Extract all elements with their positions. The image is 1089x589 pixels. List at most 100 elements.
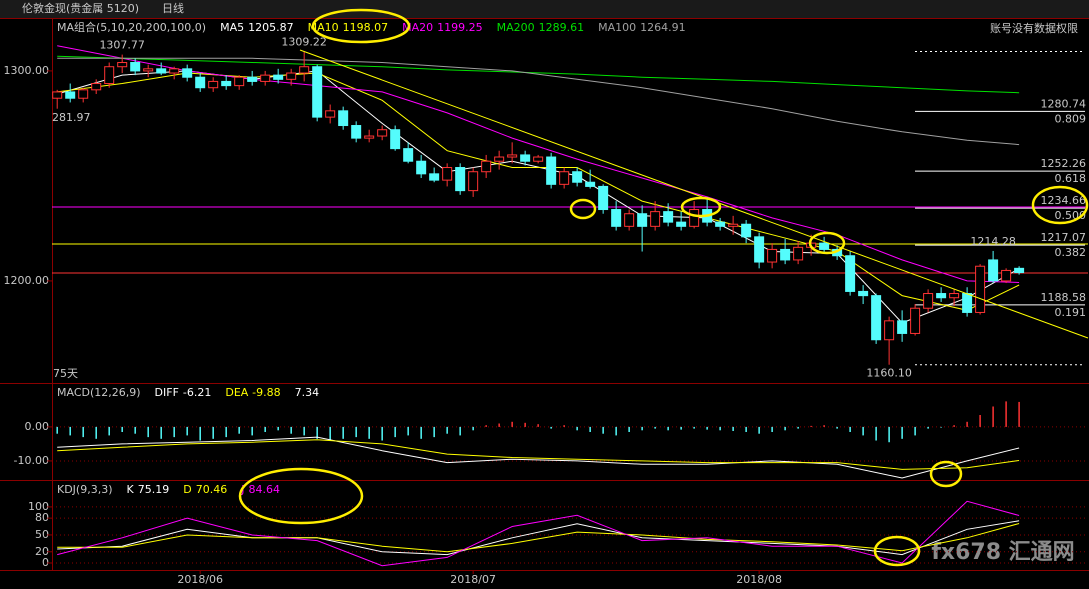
edge-label: 281.97 [52,111,91,124]
candle-body [117,62,128,68]
candle-body [299,66,310,74]
price-annotation: 1214.28 [970,235,1016,248]
candle-body [65,91,76,99]
panel-header: KDJ(9,3,3) K 75.19 D 70.46 J 84.64 [57,483,280,496]
candle-body [91,83,102,91]
highlight-ellipse [680,196,722,218]
candle-body [520,154,531,162]
candle-body [195,76,206,89]
indicator-name: MA组合(5,10,20,200,100,0) [57,20,206,34]
fib-ratio: 0.382 [1055,246,1087,259]
candle-body [429,173,440,181]
candle-body [1014,267,1025,274]
legend-name: K [127,483,135,496]
candle-body [975,265,986,313]
top-bar [0,0,1089,18]
price-annotation: 1160.10 [866,367,912,380]
indicator-line [57,55,1020,94]
period: 日线 [162,1,184,15]
y-tick-label: -10.00 [14,454,49,467]
indicator-line [57,439,1020,470]
candle-body [273,74,284,80]
candle-body [949,293,960,299]
fib-price: 1234.66 [1041,194,1087,207]
candle-body [468,171,479,192]
candle-body [325,110,336,118]
candle-body [767,248,778,263]
candle-body [637,213,648,227]
legend-name: MA5 [220,21,244,34]
indicator-line [57,72,1020,311]
candle-body [247,76,258,82]
candle-body [208,80,219,89]
candle-body [481,160,492,173]
fib-ratio: 0.809 [1055,112,1087,125]
x-tick-label: 2018/06 [177,573,223,586]
legend-value: -9.88 [252,386,280,399]
highlight-ellipse [929,460,963,488]
candle-body [533,156,544,162]
candle-body [585,181,596,187]
panel-header: MA组合(5,10,20,200,100,0) MA5 1205.87 MA10 119… [57,20,686,34]
candle-body [728,223,739,227]
candle-body [494,156,505,162]
candle-body [923,293,934,309]
candle-body [442,167,453,181]
candle-body [819,242,830,250]
legend-name: MA200 [497,21,535,34]
candle-body [1001,269,1012,282]
candle-body [793,246,804,261]
highlight-ellipse [311,8,411,44]
highlight-ellipse [569,198,597,220]
candle-body [130,62,141,72]
candle-body [312,66,323,118]
y-tick-label: 50 [35,528,49,541]
candle-body [754,236,765,263]
legend-name: D [183,483,191,496]
legend-value: 1289.61 [539,21,585,34]
trend-line [299,49,1089,339]
candle-body [143,68,154,72]
y-tick-label: 0 [42,556,49,569]
candle-body [572,171,583,183]
candle-body [286,72,297,80]
legend-value: 70.46 [196,483,228,496]
legend-value: 1205.87 [248,21,294,34]
legend-value: 1198.07 [343,21,389,34]
legend-name: DEA [225,386,248,399]
indicator-line [57,45,1020,283]
range-label: 75天 [53,367,78,380]
candle-body [52,91,63,99]
y-tick-label: 1300.00 [4,64,50,77]
panel-header: MACD(12,26,9) DIFF -6.21 DEA -9.88 7.34 [57,386,319,399]
fib-ratio: 0.191 [1055,306,1087,319]
candle-body [897,320,908,334]
highlight-ellipse [1031,185,1089,225]
y-tick-label: 20 [35,545,49,558]
indicator-line [57,523,1020,553]
candle-body [260,74,271,82]
candle-body [78,89,89,99]
candle-body [676,221,687,227]
legend-name: MA100 [598,21,636,34]
legend-name: DIFF [155,386,179,399]
candle-body [988,259,999,282]
candle-body [377,129,388,137]
candle-body [351,125,362,139]
candle-body [936,293,947,299]
legend-value: 7.34 [295,386,320,399]
candle-body [455,167,466,192]
candle-body [390,129,401,150]
legend-value: -6.21 [183,386,211,399]
indicator-name: KDJ(9,3,3) [57,483,113,496]
highlight-ellipse [873,535,921,567]
candle-body [403,148,414,162]
fib-ratio: 0.618 [1055,172,1087,185]
fib-price: 1252.26 [1041,157,1087,170]
candle-body [598,185,609,211]
candle-body [169,68,180,74]
y-tick-label: 0.00 [25,420,50,433]
indicator-line [57,500,1020,567]
